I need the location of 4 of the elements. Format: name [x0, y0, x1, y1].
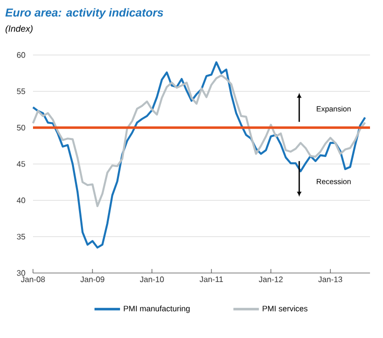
- line-series: [32, 74, 366, 208]
- line-series: [32, 61, 366, 249]
- chart-title: Euro area: activity indicators: [5, 8, 164, 19]
- chart-subtitle: (Index): [6, 25, 33, 34]
